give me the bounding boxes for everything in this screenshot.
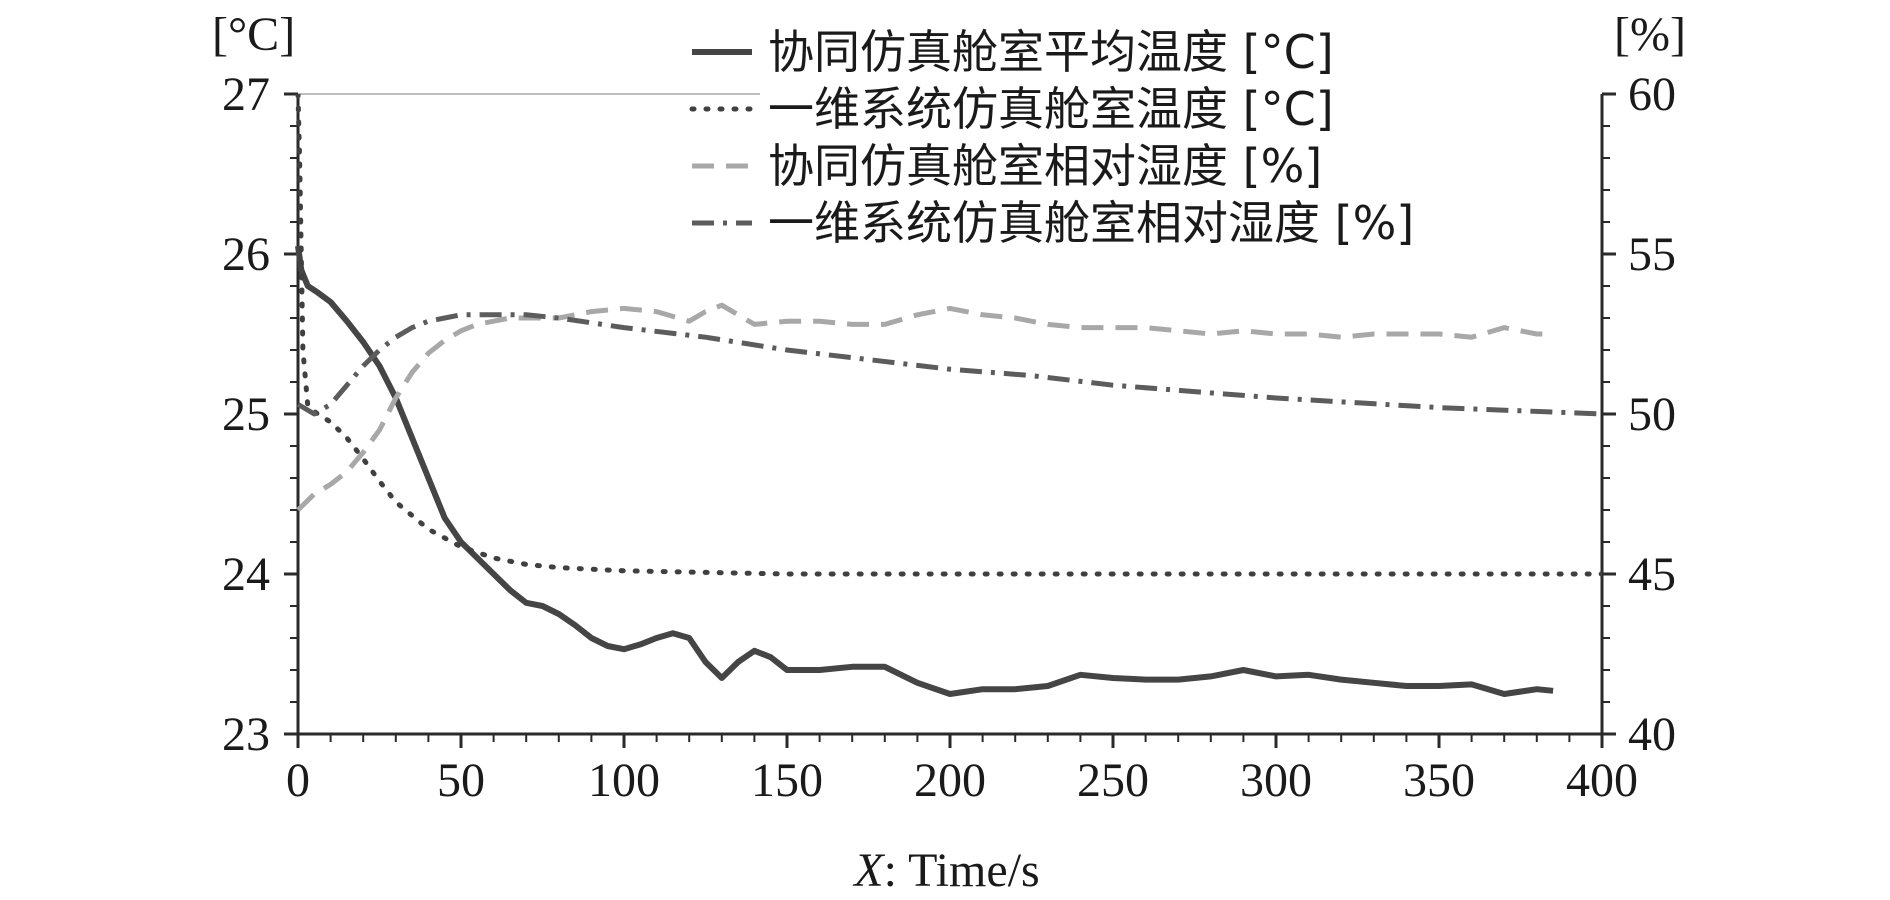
y-right-tick-label: 60 [1628,68,1676,121]
legend-label-1: 协同仿真舱室平均温度 [°C] [768,25,1334,79]
x-tick-label: 100 [588,754,660,807]
series-line-4 [296,312,1602,417]
x-tick-label: 200 [914,754,986,807]
y-right-unit-label: [%] [1614,8,1686,61]
x-axis-label: X: Time/s [852,844,1039,897]
y-left-tick-label: 27 [222,68,270,121]
y-left-unit-label: [°C] [212,8,295,61]
legend-label-3: 协同仿真舱室相对湿度 [%] [768,139,1322,193]
x-tick-label: 300 [1240,754,1312,807]
y-left-tick-label: 23 [222,708,270,761]
series-line-3 [296,302,1554,512]
series-line-1 [295,245,1554,697]
axes-group: 0 50 100 150 200 250 300 350 400 23 24 25 26 27 40 45 50… [222,68,1676,807]
x-tick-label: 350 [1403,754,1475,807]
y-left-tick-label: 24 [222,548,270,601]
x-tick-label: 400 [1566,754,1638,807]
axis-labels: [°C] [%] X: Time/s [212,8,1686,897]
series-layer [295,94,1602,697]
y-right-tick-label: 45 [1628,548,1676,601]
x-tick-label: 150 [751,754,823,807]
x-axis-label-rest: : Time/s [884,844,1040,897]
y-right-tick-label: 55 [1628,228,1676,281]
x-tick-label: 50 [437,754,485,807]
y-left-tick-label: 26 [222,228,270,281]
y-right-tick-label: 40 [1628,708,1676,761]
y-left-tick-label: 25 [222,388,270,441]
x-axis-label-italic: X [852,844,885,897]
legend: 协同仿真舱室平均温度 [°C]一维系统仿真舱室温度 [°C]协同仿真舱室相对湿度… [689,25,1414,250]
y-right-tick-label: 50 [1628,388,1676,441]
x-tick-label: 0 [286,754,310,807]
legend-label-4: 一维系统仿真舱室相对湿度 [%] [768,196,1414,250]
x-tick-label: 250 [1077,754,1149,807]
legend-label-2: 一维系统仿真舱室温度 [°C] [768,82,1334,136]
